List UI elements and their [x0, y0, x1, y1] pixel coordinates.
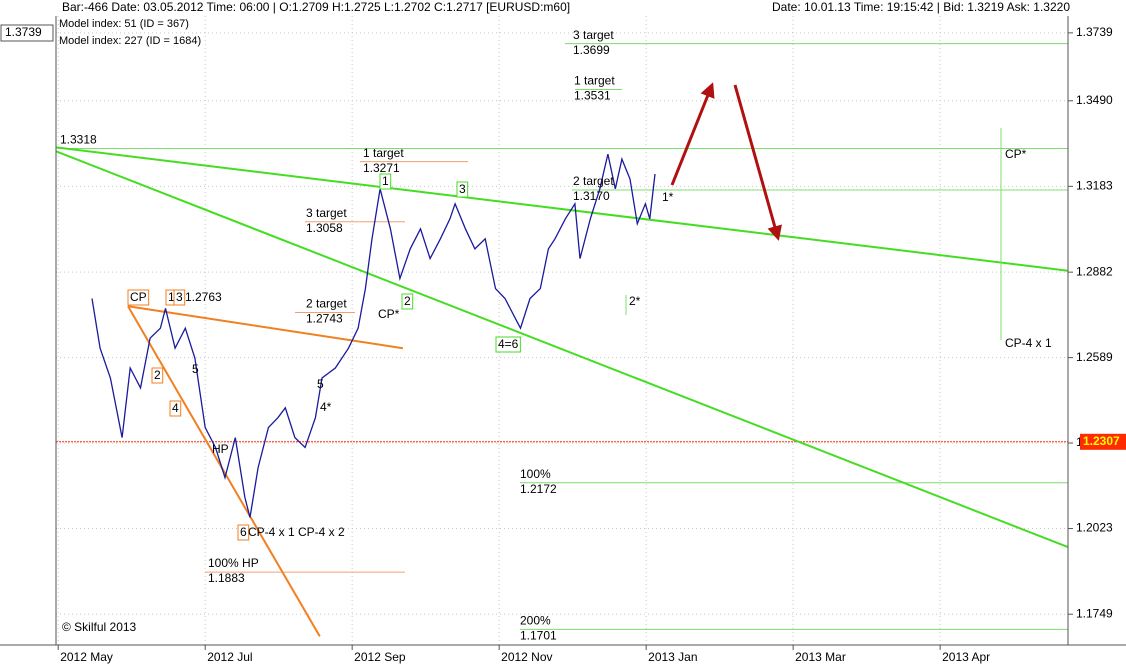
wave-label: 4: [172, 401, 179, 415]
level-label: 200%: [520, 614, 551, 628]
wave-label: CP-4 x 2: [298, 525, 345, 539]
y-tick-label: 1.3183: [1076, 179, 1113, 193]
wave-box: [151, 367, 164, 384]
wave-label: 3: [459, 182, 466, 196]
model-line: Model index: 51 (ID = 367): [59, 18, 189, 30]
wave-label: 5: [192, 362, 199, 376]
model-line: Model index: 227 (ID = 1684): [59, 35, 201, 47]
y-tick-label: 1.2589: [1076, 350, 1113, 364]
wave-label: 3: [176, 290, 183, 304]
plot-area: [56, 43, 1068, 637]
wave-label: 1: [168, 290, 175, 304]
trendline: [127, 305, 404, 350]
wave-box: [495, 336, 521, 353]
wave-label: 1: [382, 174, 389, 188]
header-bar: [0, 0, 1126, 16]
header-left: Bar:-466 Date: 03.05.2012 Time: 06:00 | …: [62, 0, 570, 14]
level-label: 2 target: [573, 174, 614, 188]
level-label: 1 target: [574, 74, 615, 88]
wave-label: HP: [212, 442, 229, 456]
wave-box: [237, 524, 250, 541]
level-value: 1.3271: [363, 161, 400, 175]
wave-label: CP*: [1005, 147, 1027, 161]
copyright: © Skilful 2013: [62, 620, 137, 634]
grid: [56, 0, 1068, 645]
x-tick-label: 2013 Mar: [795, 650, 846, 664]
level-value: 1.1701: [520, 629, 557, 643]
level-value: 1.3058: [306, 221, 343, 235]
y-tick-label: 1.2023: [1076, 521, 1113, 535]
level-value: 1.3170: [573, 189, 610, 203]
header-right: Date: 10.01.13 Time: 19:15:42 | Bid: 1.3…: [772, 0, 1070, 14]
x-tick-label: 2012 Nov: [501, 650, 552, 664]
wave-label: CP: [130, 290, 147, 304]
level-label: 1 target: [363, 146, 404, 160]
trendline: [127, 305, 321, 637]
x-tick-label: 2013 Jan: [648, 650, 697, 664]
y-tick-label: 1.1749: [1076, 606, 1113, 620]
wave-label: 1*: [662, 190, 674, 204]
left-price-box: [0, 24, 54, 42]
forecast-arrow: [670, 82, 715, 186]
wave-label: 2: [404, 294, 411, 308]
x-tick-label: 2012 Sep: [354, 650, 406, 664]
wave-label: CP-4 x 1: [248, 525, 295, 539]
wave-box: [401, 293, 414, 310]
trendline: [56, 150, 1068, 549]
level-label: 100%: [520, 467, 551, 481]
wave-box: [456, 181, 469, 198]
y-tick-label: 1.3490: [1076, 93, 1113, 107]
current-price-box: [1080, 433, 1126, 450]
wave-label: 1.2763: [185, 290, 222, 304]
price-line: [91, 153, 656, 518]
y-tick-label: 1.2882: [1076, 264, 1113, 278]
level-value: 1.3531: [574, 89, 611, 103]
forecast-arrow: [733, 84, 782, 241]
level-label: 2 target: [306, 297, 347, 311]
left-price-label: 1.3739: [5, 25, 42, 39]
level-value: 1.3699: [573, 43, 610, 57]
wave-label: 5: [317, 377, 324, 391]
x-tick-label: 2012 Jul: [207, 650, 252, 664]
level-label: 100% HP: [208, 556, 259, 570]
trendline: [56, 146, 1068, 272]
level-value: 1.2743: [306, 312, 343, 326]
x-tick-label: 2012 May: [60, 650, 113, 664]
x-tick-label: 2013 Apr: [942, 650, 990, 664]
level-value: 1.3318: [60, 133, 97, 147]
wave-label: 2*: [629, 294, 641, 308]
current-price-label: 1.2307: [1083, 434, 1120, 448]
wave-box: [169, 400, 182, 417]
level-value: 1.2172: [520, 482, 557, 496]
level-value: 1.1883: [208, 571, 245, 585]
wave-label: CP*: [378, 307, 400, 321]
wave-box: [127, 289, 150, 306]
wave-label: CP-4 x 1: [1005, 336, 1052, 350]
wave-label: 6: [240, 525, 247, 539]
level-label: 3 target: [306, 206, 347, 220]
y-tick-label: 1.3739: [1076, 25, 1113, 39]
wave-box: [173, 289, 186, 306]
wave-label: 2: [154, 368, 161, 382]
level-label: 3 target: [573, 28, 614, 42]
wave-box: [379, 173, 392, 190]
wave-label: 4*: [320, 400, 332, 414]
wave-label: 4=6: [498, 337, 519, 351]
